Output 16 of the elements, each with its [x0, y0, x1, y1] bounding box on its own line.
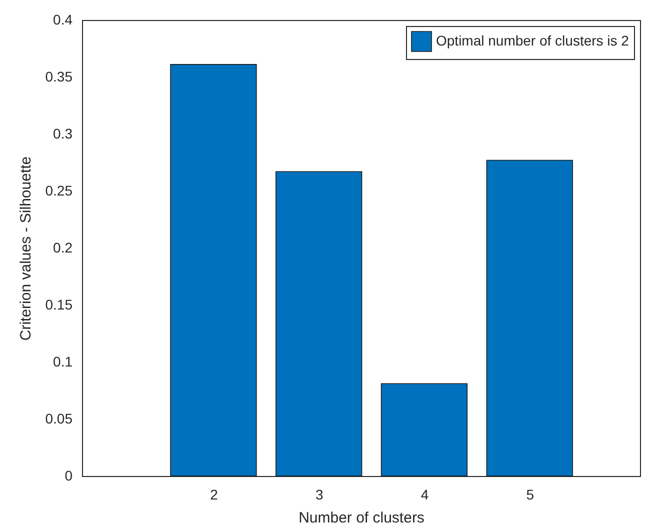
- x-tick-label: 2: [210, 486, 218, 502]
- x-tick-label: 3: [315, 486, 324, 502]
- y-tick-label: 0: [64, 468, 73, 484]
- y-tick-label: 0.15: [45, 296, 73, 312]
- y-tick-label: 0.1: [53, 354, 73, 370]
- y-tick-label: 0.2: [53, 240, 73, 256]
- y-tick-label: 0.3: [53, 126, 73, 142]
- y-tick-label: 0.4: [53, 12, 73, 28]
- y-tick-label: 0.35: [45, 68, 73, 84]
- x-axis-title: Number of clusters: [298, 510, 424, 526]
- y-tick-label: 0.05: [45, 410, 73, 426]
- y-axis-title: Criterion values - Silhouette: [17, 156, 34, 341]
- x-tick-label: 4: [420, 486, 429, 502]
- y-tick-label: 0.25: [45, 182, 73, 198]
- legend-label: Optimal number of clusters is 2: [436, 32, 630, 48]
- x-tick-label: 5: [526, 486, 534, 502]
